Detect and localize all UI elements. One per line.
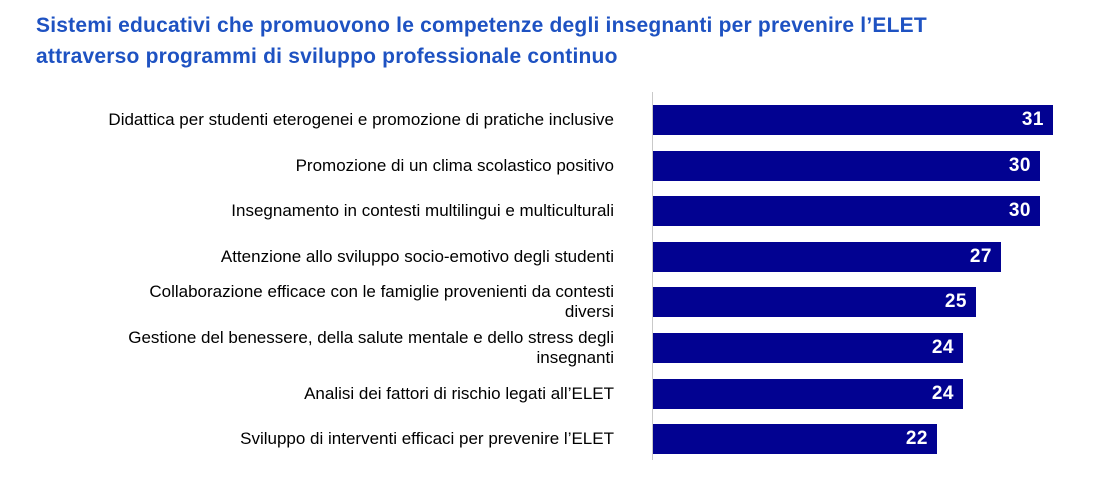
- bar-row: Attenzione allo sviluppo socio-emotivo d…: [0, 241, 1112, 272]
- bar-row: Sviluppo di interventi efficaci per prev…: [0, 424, 1112, 455]
- bar: 27: [653, 241, 1001, 272]
- category-label: Promozione di un clima scolastico positi…: [295, 155, 614, 175]
- category-label: Didattica per studenti eterogenei e prom…: [108, 110, 614, 129]
- bar-value-label: 22: [905, 428, 928, 450]
- category-label: Collaborazione efficace con le famiglie …: [149, 282, 614, 322]
- bar-row: Collaborazione efficace con le famiglie …: [0, 282, 1112, 321]
- bar-value-label: 25: [944, 291, 967, 313]
- bar: 22: [653, 424, 937, 455]
- bar-row: Analisi dei fattori di rischio legati al…: [0, 378, 1112, 409]
- bar: 25: [653, 287, 976, 318]
- bar-value-label: 31: [1021, 109, 1044, 130]
- bar: 24: [653, 333, 963, 363]
- bar-value-label: 30: [1008, 200, 1031, 222]
- bar: 31: [653, 105, 1053, 135]
- bar-value-label: 24: [931, 382, 954, 404]
- bar-value-label: 27: [969, 245, 992, 267]
- bar-value-label: 30: [1008, 154, 1031, 176]
- y-axis-baseline: [652, 92, 653, 460]
- bar: 24: [653, 378, 963, 409]
- bar: 30: [653, 196, 1040, 227]
- bar-value-label: 24: [931, 337, 954, 358]
- bar: 30: [653, 150, 1040, 181]
- category-label: Gestione del benessere, della salute men…: [128, 328, 614, 367]
- category-label: Insegnamento in contesti multilingui e m…: [231, 201, 614, 221]
- bar-row: Didattica per studenti eterogenei e prom…: [0, 105, 1112, 135]
- chart-title: Sistemi educativi che promuovono le comp…: [36, 14, 927, 68]
- bar-row: Insegnamento in contesti multilingui e m…: [0, 196, 1112, 227]
- category-label: Attenzione allo sviluppo socio-emotivo d…: [220, 246, 614, 266]
- category-label: Analisi dei fattori di rischio legati al…: [304, 383, 614, 403]
- category-label: Sviluppo di interventi efficaci per prev…: [240, 429, 614, 449]
- bar-row: Promozione di un clima scolastico positi…: [0, 150, 1112, 181]
- bar-row: Gestione del benessere, della salute men…: [0, 328, 1112, 367]
